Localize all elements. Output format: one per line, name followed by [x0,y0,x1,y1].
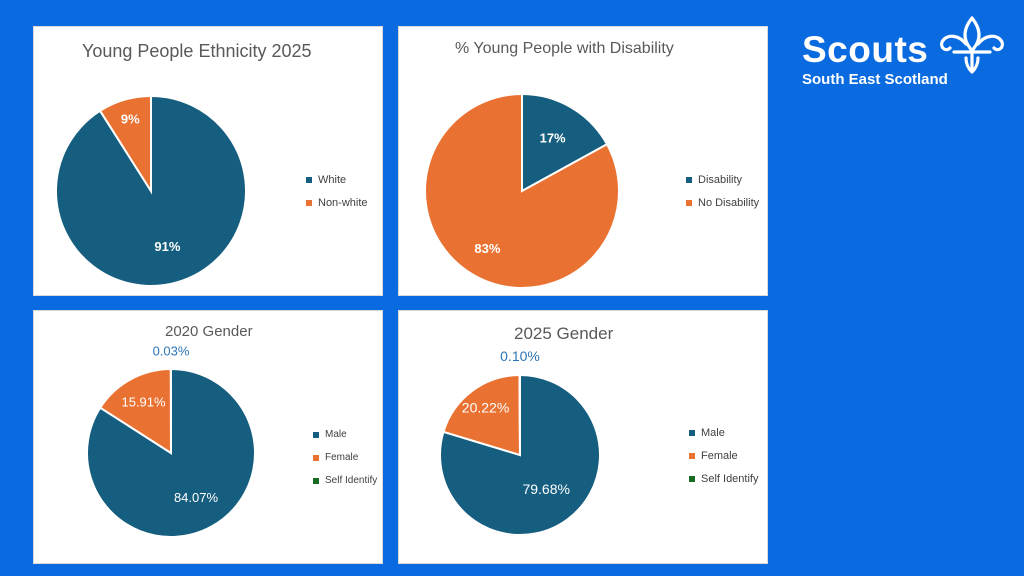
data-label: 0.10% [500,348,540,364]
legend-label: Male [701,426,725,439]
pie-slice-disability [521,92,609,193]
legend-item: Self Identify [313,469,377,492]
data-label: 79.68% [522,481,569,497]
data-label: 20.22% [462,400,509,416]
data-label: 9% [121,111,140,126]
legend-item: Female [313,446,377,469]
legend-swatch [313,477,319,484]
chart-panel-gender-2025: 2025 Gender 79.68% 20.22% 0.10% Male Female… [398,310,768,564]
pie-chart: 79.68% 20.22% 0.10% [439,348,601,536]
legend-label: Self Identify [701,472,759,485]
chart-panel-disability: % Young People with Disability 17% 83% Di… [398,26,768,296]
pie-slice-female [442,373,522,457]
legend-item: White [306,168,368,191]
chart-title: Young People Ethnicity 2025 [82,41,312,61]
data-label: 17% [540,131,566,146]
chart-title: 2020 Gender [165,323,253,340]
legend-item: Non-white [306,191,368,214]
data-label: 91% [154,239,180,254]
legend-item: Disability [686,168,759,191]
chart-legend: Male Female Self Identify [313,423,377,492]
data-label: 83% [474,241,500,256]
legend-swatch [686,199,692,206]
legend-item: Self Identify [689,467,758,490]
pie-chart: 91% 9% [55,94,247,287]
legend-label: Female [701,449,738,462]
brand-logo: Scouts South East Scotland [802,30,948,89]
legend-swatch [689,475,695,482]
chart-panel-ethnicity: Young People Ethnicity 2025 91% 9% White N… [33,26,383,296]
pie-chart: 17% 83% [424,92,620,289]
legend-label: Male [325,429,347,440]
legend-swatch [689,429,695,436]
legend-item: Female [689,444,758,467]
legend-swatch [689,452,695,459]
pie-slice-self-identify [518,373,521,456]
legend-swatch [306,176,312,183]
fleur-de-lis-icon [940,16,1004,74]
legend-item: Male [313,423,377,446]
legend-item: Male [689,421,758,444]
data-label: 84.07% [174,490,219,505]
pie-chart: 84.07% 15.91% 0.03% [86,344,256,538]
legend-label: Disability [698,173,743,186]
brand-region: South East Scotland [802,71,948,88]
chart-legend: Disability No Disability [686,168,759,214]
legend-label: No Disability [698,196,760,209]
chart-legend: Male Female Self Identify [689,421,758,490]
legend-swatch [686,176,692,183]
chart-legend: White Non-white [306,168,368,214]
legend-label: Self Identify [325,475,378,486]
chart-panel-gender-2020: 2020 Gender 84.07% 15.91% 0.03% Male Female… [33,310,383,564]
pie-slice-no-disability [424,92,620,289]
legend-item: No Disability [686,191,759,214]
legend-swatch [313,431,319,438]
legend-label: Non-white [318,196,368,209]
brand-name: Scouts [802,29,929,70]
chart-title: 2025 Gender [514,324,614,343]
legend-label: White [318,173,347,186]
data-label: 15.91% [121,394,166,409]
chart-title: % Young People with Disability [455,40,674,57]
legend-label: Female [325,452,359,463]
pie-slice-female [98,367,173,455]
data-label: 0.03% [153,344,190,359]
pie-slice-non-white [98,94,152,195]
legend-swatch [306,199,312,206]
legend-swatch [313,454,319,461]
